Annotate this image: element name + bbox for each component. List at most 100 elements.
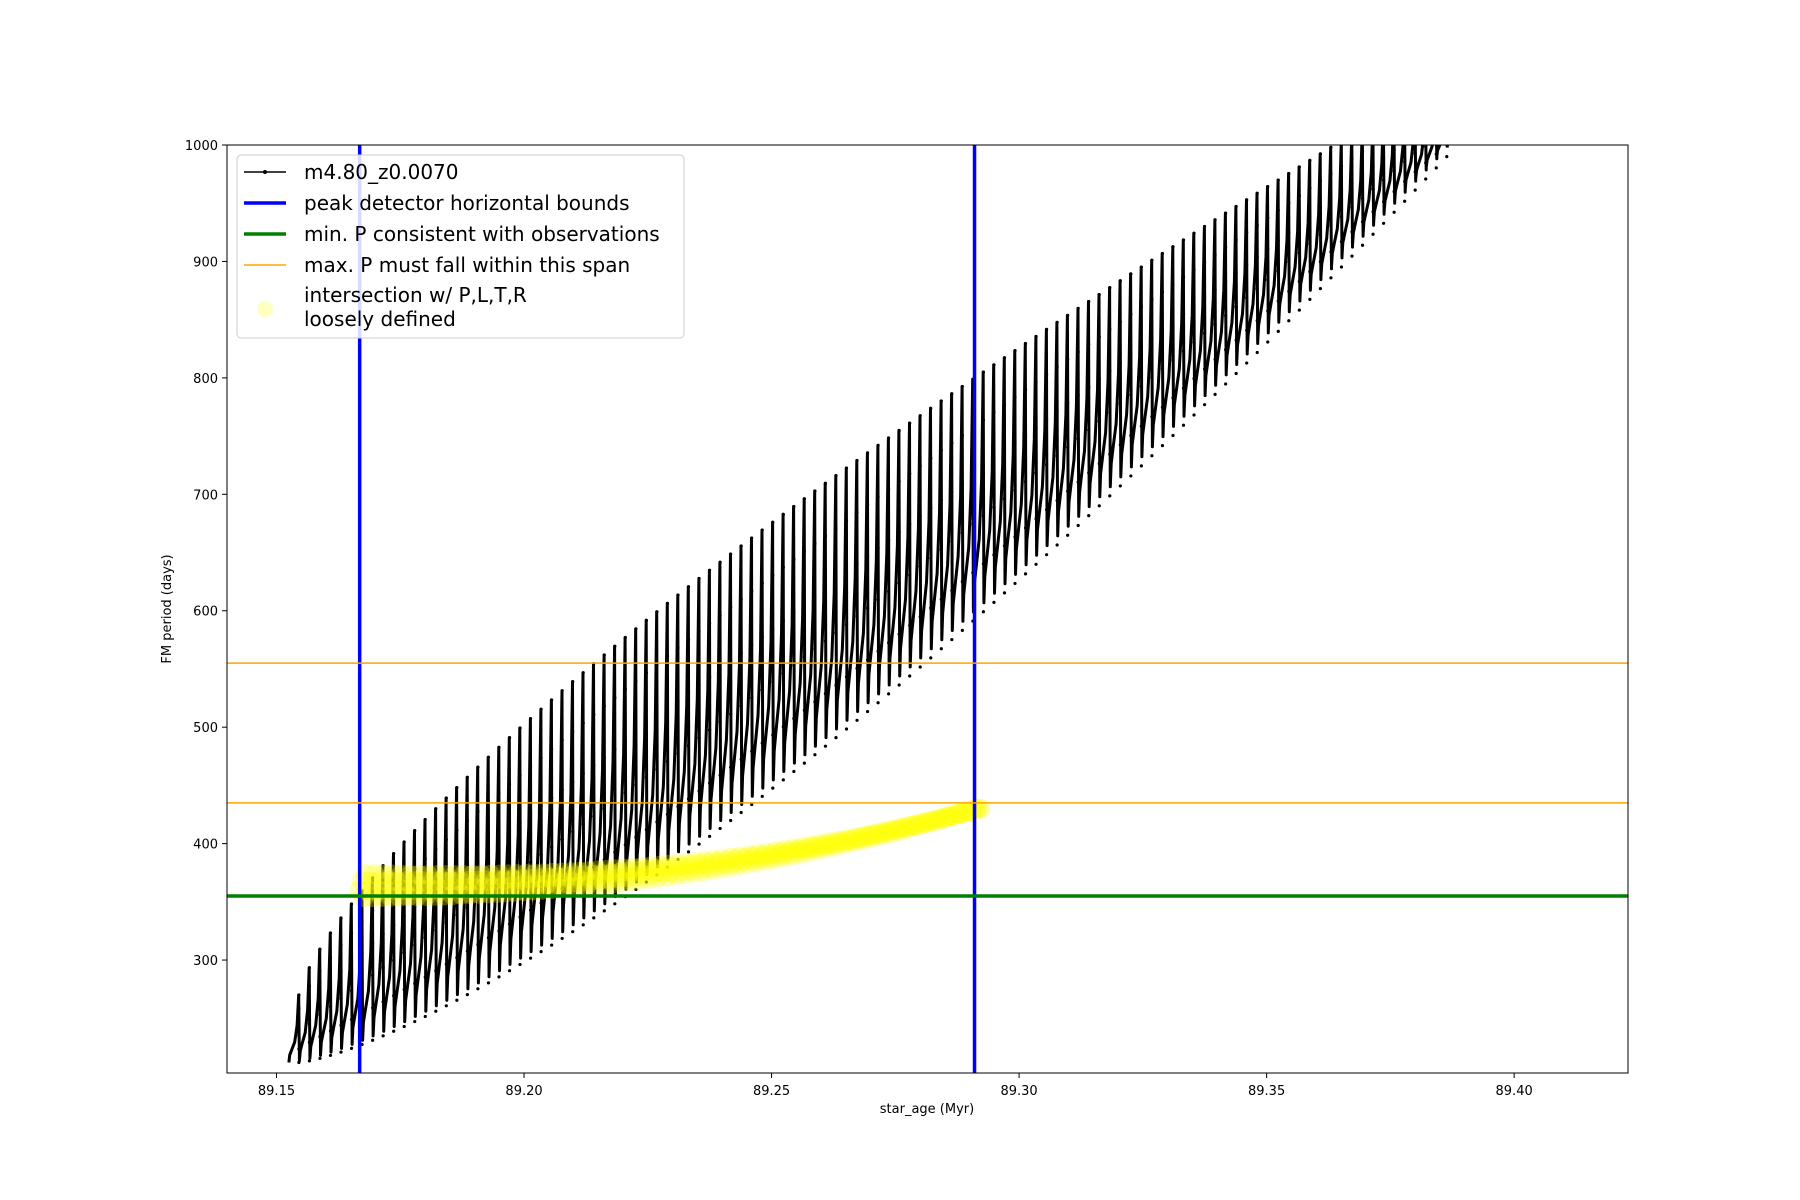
series-point	[581, 671, 585, 675]
series-point	[328, 1004, 333, 1009]
series-point	[960, 482, 964, 486]
intersection-point	[786, 841, 807, 862]
series-point	[1181, 238, 1186, 242]
series-point	[1192, 377, 1196, 381]
intersection-point	[661, 861, 682, 882]
series-point	[1034, 517, 1038, 521]
intersection-point	[462, 864, 483, 885]
intersection-point	[640, 856, 661, 877]
series-point	[539, 804, 543, 808]
series-point	[1108, 369, 1112, 373]
intersection-point	[414, 871, 435, 892]
y-tick-label: 1000	[185, 139, 218, 154]
intersection-point	[797, 837, 818, 858]
series-point	[634, 627, 638, 631]
series-point	[1234, 371, 1238, 376]
series-point	[1255, 191, 1259, 195]
series-point	[855, 510, 859, 515]
series-point	[813, 542, 817, 546]
series-point	[855, 666, 859, 670]
series-point	[644, 828, 649, 832]
intersection-point	[601, 863, 622, 884]
intersection-point	[799, 841, 820, 862]
series-point	[1023, 387, 1028, 392]
series-point	[476, 898, 480, 902]
series-point	[1266, 185, 1270, 189]
series-point	[950, 392, 954, 396]
series-point	[887, 641, 891, 645]
series-point	[592, 865, 596, 869]
series-m4.80-z0.0070	[287, 145, 1449, 1065]
series-point	[623, 791, 627, 795]
series-point	[865, 451, 870, 455]
series-point	[1276, 208, 1280, 212]
series-point	[528, 956, 533, 960]
series-point	[392, 958, 396, 962]
series-point	[1150, 297, 1154, 301]
series-point	[844, 727, 849, 731]
series-point	[676, 752, 680, 756]
intersection-point	[937, 806, 958, 827]
series-point	[1129, 312, 1133, 316]
series-point	[371, 1006, 375, 1010]
series-point	[834, 578, 838, 583]
series-point	[1118, 320, 1122, 324]
series-point	[1318, 233, 1323, 237]
intersection-point	[474, 877, 495, 898]
series-point	[897, 479, 901, 483]
intersection-point	[638, 868, 659, 889]
series-point	[1023, 434, 1028, 438]
series-point	[328, 1053, 333, 1058]
series-point	[697, 842, 701, 846]
series-point	[592, 814, 596, 818]
intersection-point	[507, 864, 528, 885]
intersection-point	[806, 835, 827, 856]
intersection-point	[565, 866, 586, 887]
series-point	[413, 829, 417, 833]
series-point	[318, 969, 322, 973]
intersection-point	[718, 857, 739, 878]
series-point	[1381, 200, 1386, 204]
intersection-point	[581, 870, 602, 891]
series-point	[465, 992, 469, 997]
series-point	[802, 602, 806, 607]
series-point	[1308, 158, 1312, 163]
series-point	[1213, 392, 1217, 396]
series-point	[423, 975, 427, 979]
intersection-point	[503, 869, 524, 890]
intersection-point	[957, 801, 978, 822]
intersection-point	[605, 859, 626, 880]
legend-label-min-p: min. P consistent with observations	[304, 222, 660, 246]
intersection-point	[774, 839, 795, 860]
series-point	[1181, 275, 1186, 279]
series-point	[1318, 206, 1323, 210]
series-point	[318, 991, 322, 995]
intersection-point	[752, 845, 773, 866]
intersection-point	[476, 870, 497, 891]
series-point	[1234, 204, 1238, 209]
series-point	[1350, 254, 1354, 258]
series-point	[1055, 498, 1059, 503]
series-point	[1350, 157, 1354, 161]
x-tick-label: 89.15	[258, 1084, 295, 1099]
intersection-point	[788, 839, 809, 860]
series-point	[981, 610, 986, 614]
intersection-point	[574, 865, 595, 886]
series-point	[1171, 433, 1175, 438]
intersection-point	[471, 864, 492, 885]
series-point	[1297, 251, 1301, 255]
intersection-point	[917, 812, 938, 833]
series-point	[929, 606, 933, 610]
series-point	[539, 901, 543, 905]
series-point	[539, 853, 543, 857]
intersection-point	[694, 850, 715, 871]
series-point	[528, 860, 533, 864]
series-point	[1339, 189, 1344, 193]
series-point	[318, 1034, 322, 1039]
intersection-point	[498, 864, 519, 885]
series-point	[1118, 361, 1122, 365]
series-point	[1266, 309, 1270, 313]
series-point	[739, 810, 743, 815]
series-point	[729, 818, 733, 823]
series-point	[434, 1009, 438, 1013]
